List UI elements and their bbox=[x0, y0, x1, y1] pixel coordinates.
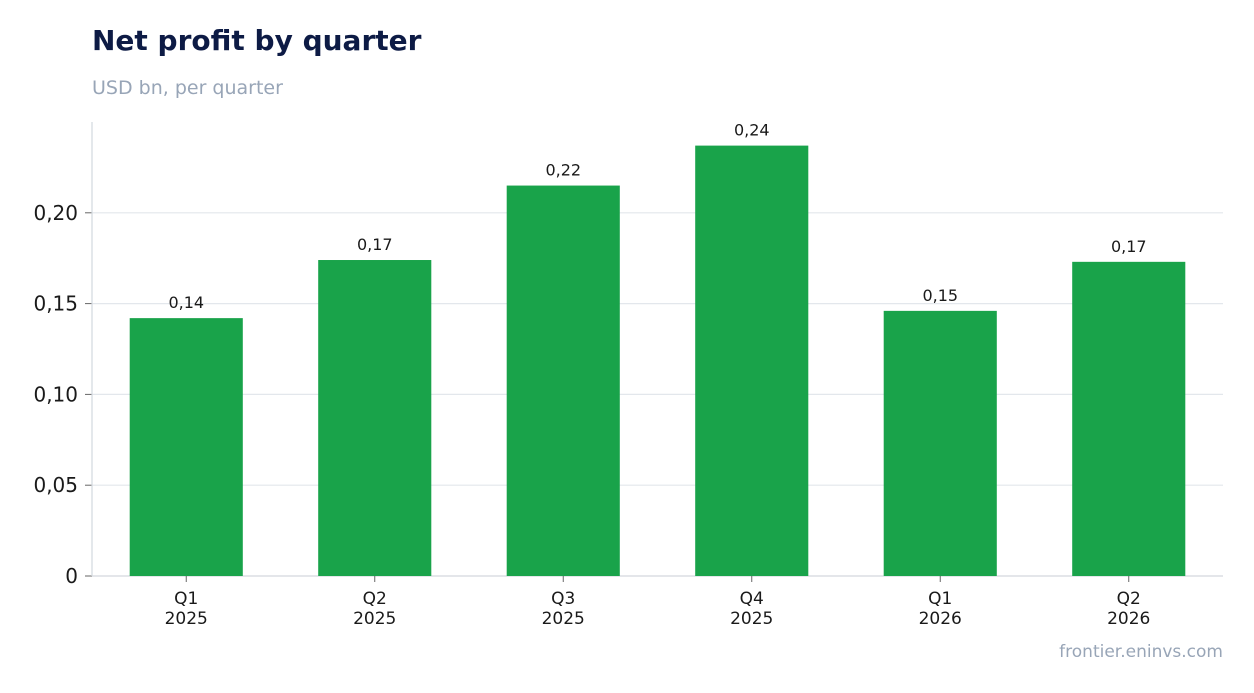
x-tick-label: Q2 2025 bbox=[353, 589, 396, 629]
source-credit: frontier.eninvs.com bbox=[1059, 642, 1223, 662]
x-tick-label: Q4 2025 bbox=[730, 589, 773, 629]
axis-layer: 0 0,05 0,10 0,15 0,20 Q1 2025 Q2 2025 Q3 2025 Q4 202… bbox=[33, 122, 1223, 629]
bar bbox=[883, 310, 997, 576]
bar bbox=[695, 145, 809, 576]
y-tick-label: 0 bbox=[65, 564, 78, 588]
data-label: 0,17 bbox=[357, 235, 393, 254]
y-tick-label: 0,20 bbox=[33, 201, 78, 225]
bar bbox=[318, 260, 432, 576]
bar bbox=[1072, 261, 1186, 576]
y-tick-label: 0,10 bbox=[33, 382, 78, 406]
data-label: 0,17 bbox=[1111, 237, 1147, 256]
data-label: 0,15 bbox=[922, 286, 958, 305]
x-tick-label: Q2 2026 bbox=[1107, 589, 1150, 629]
bar bbox=[129, 318, 243, 576]
bar-layer bbox=[129, 145, 1186, 576]
x-tick-label: Q1 2026 bbox=[919, 589, 962, 629]
label-layer: 0,14 0,17 0,22 0,24 0,15 0,17 bbox=[168, 121, 1146, 313]
grid-layer bbox=[92, 212, 1223, 486]
data-label: 0,22 bbox=[545, 161, 581, 180]
y-tick-label: 0,15 bbox=[33, 292, 78, 316]
x-tick-label: Q3 2025 bbox=[542, 589, 585, 629]
bar bbox=[506, 185, 620, 576]
chart-title: Net profit by quarter bbox=[92, 24, 422, 57]
chart-subtitle: USD bn, per quarter bbox=[92, 77, 283, 99]
x-tick-label: Q1 2025 bbox=[165, 589, 208, 629]
y-tick-label: 0,05 bbox=[33, 473, 78, 497]
data-label: 0,24 bbox=[734, 121, 770, 140]
data-label: 0,14 bbox=[168, 293, 204, 312]
